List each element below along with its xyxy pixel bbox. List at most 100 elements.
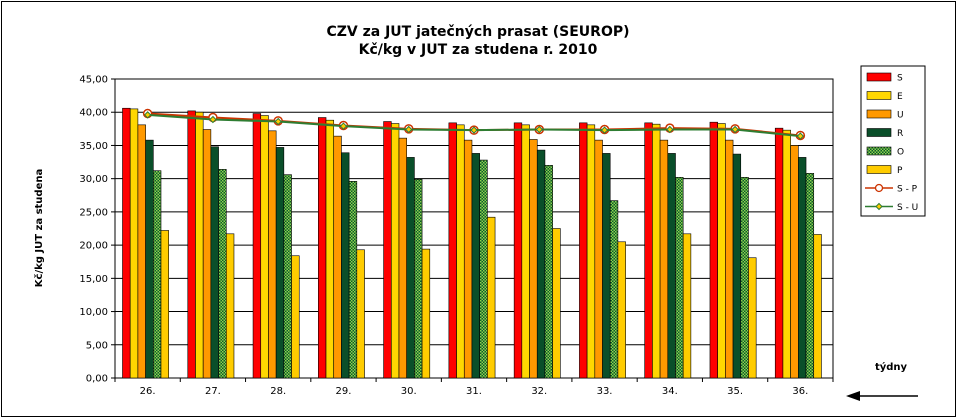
legend-label: S bbox=[897, 74, 903, 84]
bar-o-35 bbox=[740, 177, 749, 379]
bar-e-31 bbox=[456, 124, 465, 379]
x-tick-label: 32. bbox=[531, 386, 547, 397]
bar-o-29 bbox=[348, 181, 358, 379]
y-tick-label: 35,00 bbox=[79, 141, 108, 152]
bar-p-32 bbox=[552, 228, 561, 379]
bar-e-30 bbox=[390, 123, 400, 379]
bar-p-28 bbox=[291, 255, 300, 379]
legend-label: O bbox=[897, 148, 904, 158]
bar-p-34 bbox=[682, 233, 692, 379]
bar-u-29 bbox=[333, 135, 342, 379]
bar-u-31 bbox=[463, 139, 473, 379]
x-tick-label: 28. bbox=[270, 386, 286, 397]
legend-box bbox=[860, 65, 926, 217]
bar-p-35 bbox=[748, 257, 757, 379]
bar-u-26 bbox=[137, 124, 146, 379]
y-tick-label: 10,00 bbox=[79, 307, 108, 318]
bar-s-27 bbox=[187, 110, 196, 379]
bar-s-35 bbox=[709, 121, 718, 379]
bar-u-35 bbox=[725, 139, 734, 379]
bar-o-26 bbox=[153, 170, 162, 379]
bar-u-36 bbox=[790, 145, 799, 379]
bar-s-34 bbox=[644, 122, 653, 379]
bar-o-33 bbox=[609, 200, 619, 379]
bar-e-29 bbox=[325, 119, 335, 379]
legend-swatch bbox=[866, 165, 892, 174]
bar-s-29 bbox=[318, 117, 327, 379]
bar-r-26 bbox=[145, 139, 154, 379]
bar-o-36 bbox=[805, 173, 815, 379]
bar-p-30 bbox=[421, 248, 431, 379]
point-su-4 bbox=[405, 125, 413, 134]
legend-entry-s-u: S - U bbox=[865, 202, 918, 213]
legend-swatch bbox=[866, 109, 892, 119]
y-tick-label: 30,00 bbox=[79, 174, 108, 185]
legend-label: P bbox=[897, 166, 903, 176]
bars bbox=[122, 107, 822, 379]
bar-s-26 bbox=[122, 107, 131, 379]
legend: SEUROP S - P S - U bbox=[865, 72, 918, 213]
y-tick-label: 40,00 bbox=[79, 108, 108, 119]
legend-entry-o: O bbox=[866, 146, 904, 158]
point-su-3 bbox=[339, 122, 348, 130]
bar-p-36 bbox=[813, 234, 822, 379]
x-tick-labels: 26. 27. 28. 29. 30. 31. 32. 33. 34. 35. 36. bbox=[114, 378, 834, 397]
bar-p-27 bbox=[225, 233, 235, 379]
bar-e-34 bbox=[652, 123, 661, 379]
x-tick-label: 33. bbox=[597, 386, 613, 397]
bar-s-30 bbox=[383, 121, 392, 379]
x-tick-label: 29. bbox=[336, 386, 352, 397]
bar-e-32 bbox=[521, 124, 530, 379]
legend-entry-e: E bbox=[866, 91, 903, 102]
bar-e-35 bbox=[717, 123, 726, 379]
point-su-6 bbox=[535, 125, 543, 134]
y-tick-label: 25,00 bbox=[79, 207, 108, 218]
x-tick-label: 35. bbox=[727, 386, 743, 397]
bar-e-36 bbox=[782, 129, 791, 379]
point-su-5 bbox=[470, 126, 478, 134]
bar-u-33 bbox=[594, 139, 603, 379]
bar-r-28 bbox=[275, 147, 285, 379]
bar-u-28 bbox=[268, 130, 277, 379]
bar-r-30 bbox=[406, 157, 415, 379]
point-su-9 bbox=[731, 125, 739, 134]
bar-r-35 bbox=[732, 153, 742, 379]
legend-swatch bbox=[866, 91, 892, 100]
y-tick-labels: 0,00 5,00 10,00 15,00 20,00 25,00 30,00 35,00 40… bbox=[79, 75, 108, 385]
bar-s-28 bbox=[252, 113, 262, 379]
y-tick-label: 20,00 bbox=[79, 241, 108, 252]
bar-u-27 bbox=[202, 129, 212, 379]
y-tick-label: 45,00 bbox=[79, 75, 108, 86]
bar-r-27 bbox=[210, 146, 219, 379]
bar-o-34 bbox=[675, 177, 684, 379]
legend-swatch bbox=[866, 128, 892, 137]
arrow-left-icon bbox=[846, 391, 918, 401]
legend-label: R bbox=[897, 129, 903, 139]
x-tick-label: 27. bbox=[205, 386, 221, 397]
bar-e-33 bbox=[586, 124, 596, 379]
bar-o-32 bbox=[544, 165, 553, 379]
bar-p-29 bbox=[356, 249, 365, 379]
x-tick-label: 30. bbox=[401, 386, 417, 397]
bar-p-26 bbox=[160, 230, 169, 379]
x-tick-label: 36. bbox=[792, 386, 808, 397]
legend-marker bbox=[875, 202, 883, 211]
legend-swatch bbox=[866, 146, 892, 156]
legend-marker bbox=[874, 183, 884, 193]
legend-label: U bbox=[897, 111, 904, 121]
bar-r-32 bbox=[536, 149, 546, 379]
y-tick-label: 0,00 bbox=[86, 374, 108, 385]
legend-entry-p: P bbox=[866, 165, 903, 176]
legend-entry-s-p: S - P bbox=[865, 183, 918, 195]
bar-r-29 bbox=[341, 152, 350, 379]
bar-e-26 bbox=[129, 108, 139, 379]
bar-r-34 bbox=[667, 153, 676, 379]
chart-title-line2: Kč/kg v JUT za studena r. 2010 bbox=[359, 42, 598, 58]
bar-u-34 bbox=[659, 139, 669, 379]
x-tick-label: 26. bbox=[140, 386, 156, 397]
point-su-7 bbox=[600, 126, 609, 134]
chart-title-line1: CZV za JUT jatečných prasat (SEUROP) bbox=[326, 24, 629, 40]
bar-s-31 bbox=[448, 122, 457, 379]
legend-entry-s: S bbox=[866, 72, 903, 84]
